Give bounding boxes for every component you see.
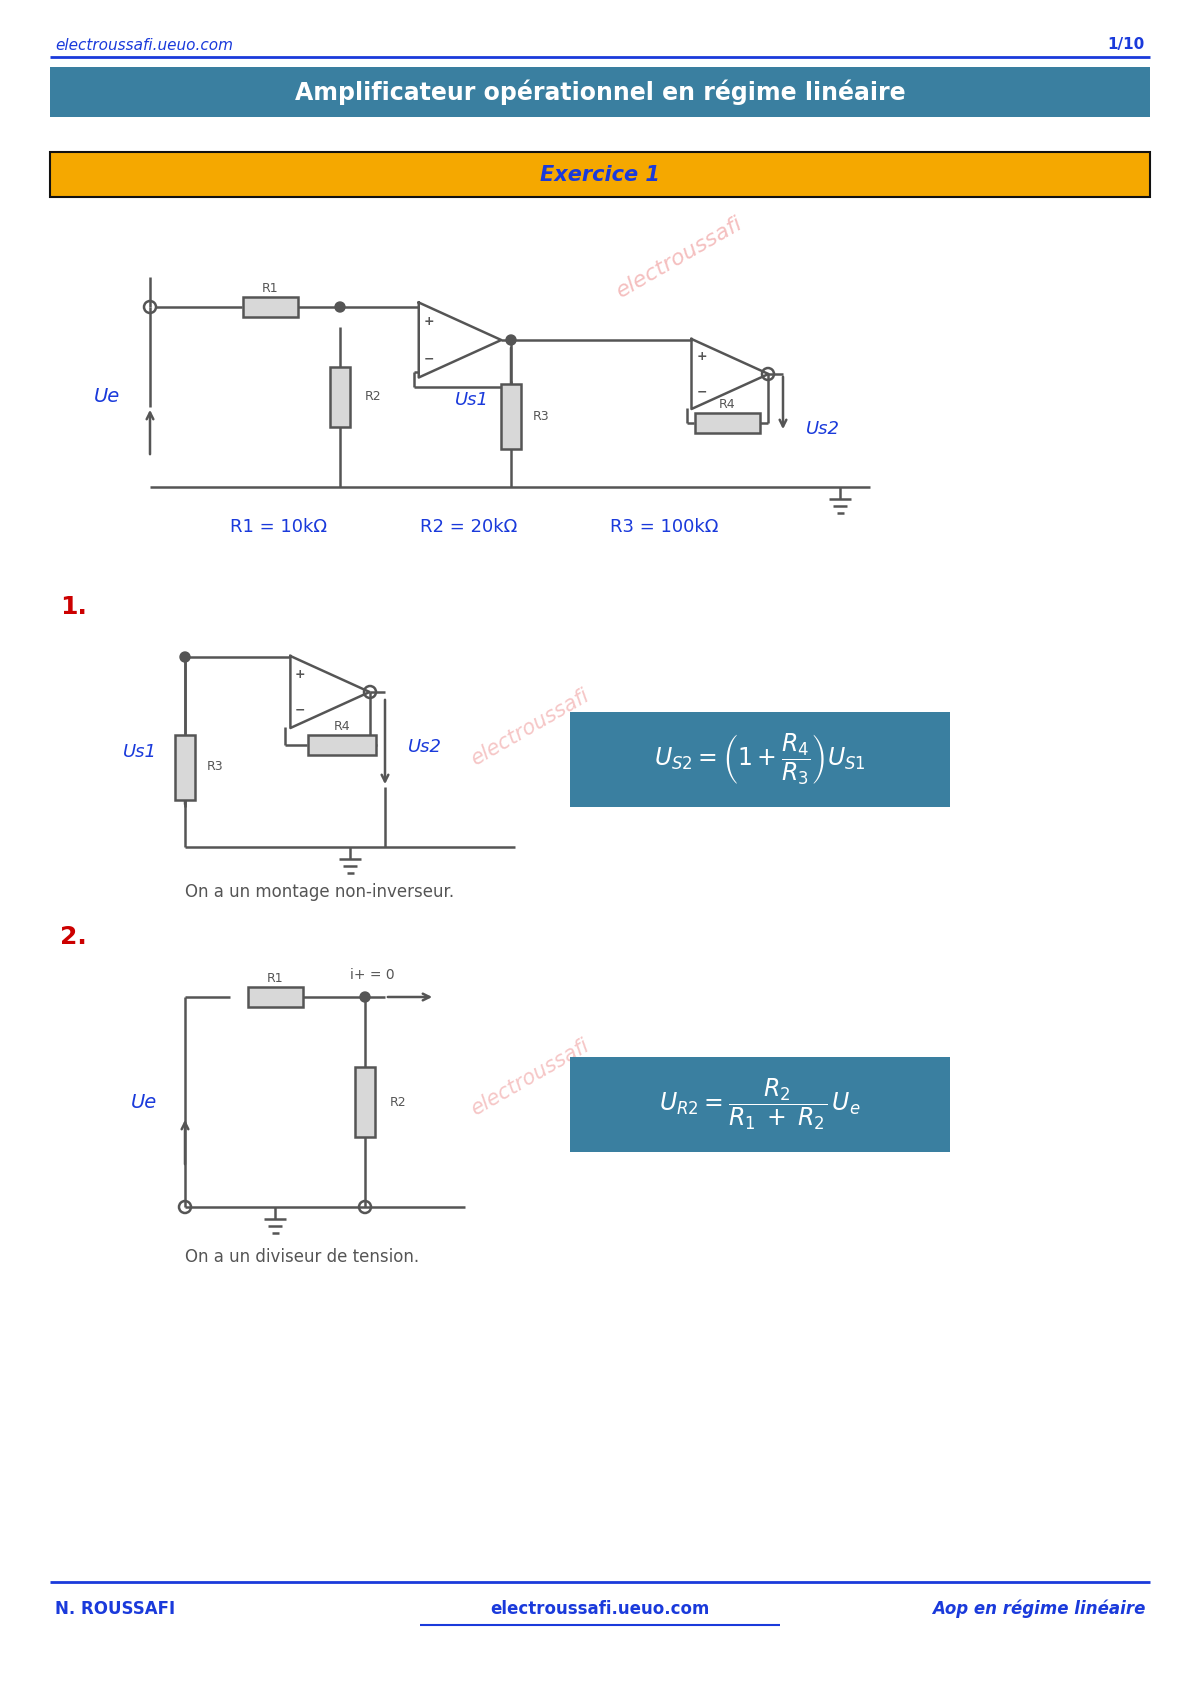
Bar [570, 1057, 950, 1152]
Text: N. ROUSSAFI: N. ROUSSAFI [55, 1600, 175, 1617]
Text: +: + [295, 667, 306, 680]
Text: $U_{R2} = \dfrac{R_2}{R_1\;+\;R_2}\,U_e$: $U_{R2} = \dfrac{R_2}{R_1\;+\;R_2}\,U_e$ [659, 1076, 860, 1132]
Text: electroussafi.ueuo.com: electroussafi.ueuo.com [55, 37, 233, 53]
Bar [50, 66, 1150, 117]
Bar [247, 988, 302, 1006]
Text: 1/10: 1/10 [1108, 37, 1145, 53]
Text: i+ = 0: i+ = 0 [350, 967, 395, 983]
Circle shape [360, 993, 370, 1001]
Text: Us2: Us2 [408, 738, 442, 755]
Circle shape [335, 302, 346, 312]
Text: electroussafi: electroussafi [613, 212, 746, 302]
Text: electroussafi.ueuo.com: electroussafi.ueuo.com [491, 1600, 709, 1617]
Bar [502, 384, 521, 448]
Bar [570, 713, 950, 808]
Text: Amplificateur opérationnel en régime linéaire: Amplificateur opérationnel en régime lin… [295, 80, 905, 105]
Text: Ue: Ue [131, 1093, 157, 1112]
Text: −: − [295, 704, 306, 716]
Text: R2 = 20kΩ: R2 = 20kΩ [420, 518, 517, 536]
Text: On a un diviseur de tension.: On a un diviseur de tension. [185, 1247, 419, 1266]
Text: +: + [696, 350, 707, 363]
Text: electroussafi: electroussafi [467, 686, 593, 769]
Text: R3: R3 [533, 409, 550, 423]
Text: R3: R3 [208, 760, 223, 774]
Text: +: + [424, 314, 434, 328]
Text: R2: R2 [390, 1096, 407, 1108]
Text: Us2: Us2 [806, 419, 840, 438]
Circle shape [180, 652, 190, 662]
Circle shape [506, 334, 516, 344]
Text: $U_{S2} = \left(1 + \dfrac{R_4}{R_3}\right)U_{S1}$: $U_{S2} = \left(1 + \dfrac{R_4}{R_3}\rig… [654, 731, 866, 787]
Text: R1: R1 [262, 282, 278, 295]
Text: Ue: Ue [94, 387, 120, 407]
Bar [50, 153, 1150, 197]
Text: Exercice 1: Exercice 1 [540, 165, 660, 185]
Text: Us1: Us1 [455, 390, 490, 409]
Text: Us1: Us1 [124, 743, 157, 760]
Bar [330, 367, 350, 428]
Text: Aop en régime linéaire: Aop en régime linéaire [931, 1600, 1145, 1619]
Bar [175, 735, 194, 799]
Bar [308, 735, 376, 755]
Text: 2.: 2. [60, 925, 86, 949]
Text: R1: R1 [266, 972, 283, 986]
Text: R2: R2 [365, 390, 382, 404]
Text: R4: R4 [334, 721, 350, 733]
Text: R1 = 10kΩ: R1 = 10kΩ [230, 518, 326, 536]
Text: R4: R4 [719, 399, 736, 411]
Bar [695, 412, 760, 433]
Text: −: − [696, 385, 707, 399]
Text: −: − [424, 353, 434, 365]
Bar [355, 1067, 374, 1137]
Text: electroussafi: electroussafi [467, 1035, 593, 1118]
Text: 1.: 1. [60, 596, 86, 619]
Bar [242, 297, 298, 317]
Text: On a un montage non-inverseur.: On a un montage non-inverseur. [185, 882, 454, 901]
Text: R3 = 100kΩ: R3 = 100kΩ [610, 518, 719, 536]
